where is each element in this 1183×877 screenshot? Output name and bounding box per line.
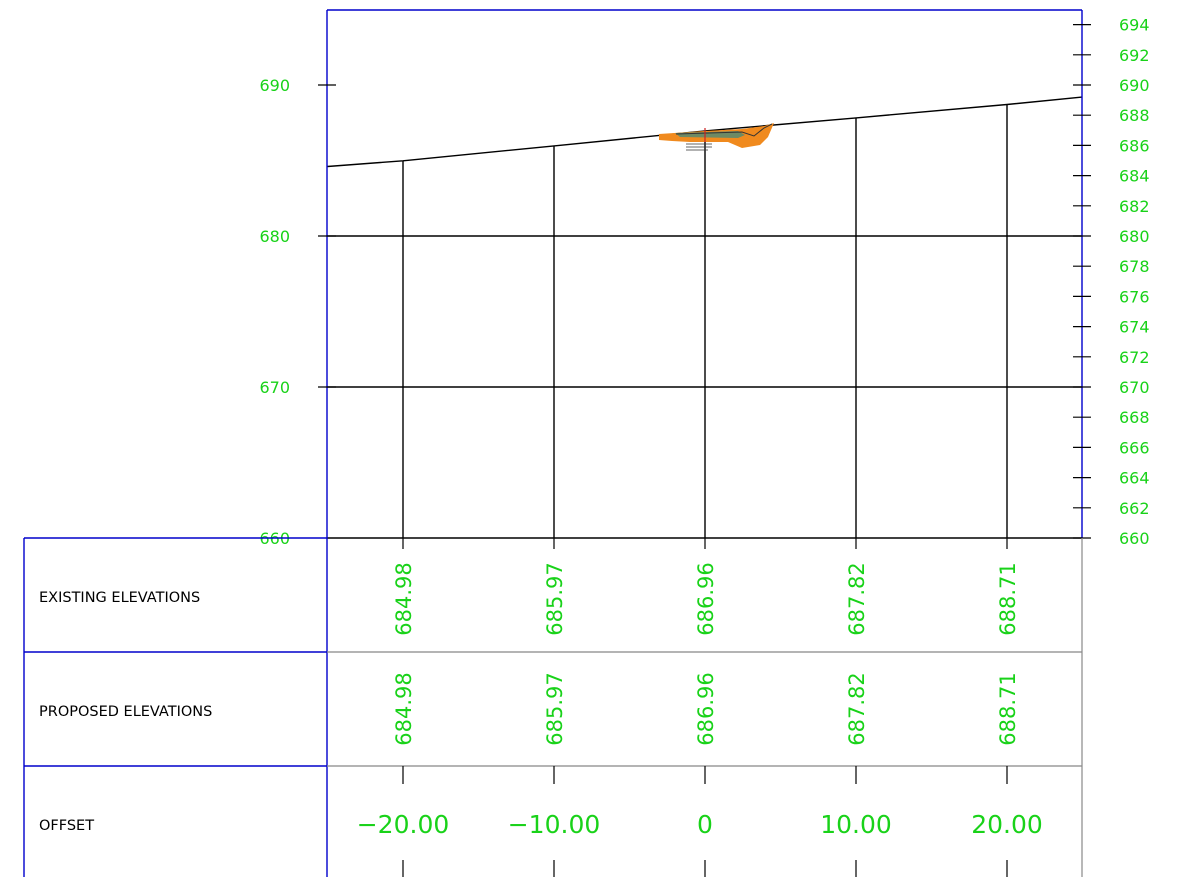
right-axis-label-666: 666 — [1119, 438, 1150, 457]
offset-value-minus-10: −10.00 — [508, 810, 601, 839]
left-axis-label-690: 690 — [259, 76, 290, 95]
grid-lines — [327, 104, 1082, 539]
right-axis-label-684: 684 — [1119, 167, 1150, 186]
existing-elevation-0: 686.96 — [694, 562, 718, 635]
left-axis-label-670: 670 — [259, 378, 290, 397]
right-axis-label-678: 678 — [1119, 257, 1150, 276]
proposed-elevation-20: 688.71 — [996, 672, 1020, 745]
right-axis-labels: 694 692 690 688 686 684 682 680 678 676 674 672 670 6… — [1119, 16, 1150, 548]
proposed-elevation-10: 687.82 — [845, 672, 869, 745]
right-axis-label-682: 682 — [1119, 197, 1150, 216]
right-axis-label-668: 668 — [1119, 408, 1150, 427]
right-axis-label-686: 686 — [1119, 136, 1150, 155]
existing-elevation-20: 688.71 — [996, 562, 1020, 635]
left-axis-label-680: 680 — [259, 227, 290, 246]
right-axis-label-680: 680 — [1119, 227, 1150, 246]
right-axis-ticks — [1073, 24, 1091, 539]
roadway-template — [659, 123, 774, 151]
pavement-outline — [675, 123, 773, 137]
right-axis-label-660: 660 — [1119, 529, 1150, 548]
existing-elevation-minus-20: 684.98 — [392, 562, 416, 635]
proposed-elevation-0: 686.96 — [694, 672, 718, 745]
offset-ticks — [402, 538, 1008, 877]
row-label-existing-elevations: EXISTING ELEVATIONS — [39, 590, 200, 606]
right-axis-label-694: 694 — [1119, 16, 1150, 35]
existing-elevation-10: 687.82 — [845, 562, 869, 635]
row-label-offset: OFFSET — [39, 818, 94, 834]
right-axis-label-662: 662 — [1119, 499, 1150, 518]
row-label-proposed-elevations: PROPOSED ELEVATIONS — [39, 704, 212, 720]
right-axis-label-688: 688 — [1119, 106, 1150, 125]
offset-value-10: 10.00 — [820, 810, 892, 839]
left-axis: 690 680 670 660 — [259, 76, 336, 548]
proposed-elevation-minus-10: 685.97 — [543, 672, 567, 745]
right-axis-label-672: 672 — [1119, 348, 1150, 367]
subgrade-hatch — [686, 143, 712, 151]
offset-value-20: 20.00 — [971, 810, 1043, 839]
proposed-elevation-minus-20: 684.98 — [392, 672, 416, 745]
existing-elevation-minus-10: 685.97 — [543, 562, 567, 635]
right-axis-label-664: 664 — [1119, 469, 1150, 488]
right-axis-label-676: 676 — [1119, 287, 1150, 306]
offset-value-minus-20: −20.00 — [357, 810, 450, 839]
axis-frame — [326, 9, 1083, 877]
offset-value-0: 0 — [697, 810, 713, 839]
right-axis-label-690: 690 — [1119, 76, 1150, 95]
right-axis-label-674: 674 — [1119, 318, 1150, 337]
right-axis-label-692: 692 — [1119, 46, 1150, 65]
data-table: EXISTING ELEVATIONS PROPOSED ELEVATIONS … — [23, 537, 1083, 877]
right-axis-label-670: 670 — [1119, 378, 1150, 397]
